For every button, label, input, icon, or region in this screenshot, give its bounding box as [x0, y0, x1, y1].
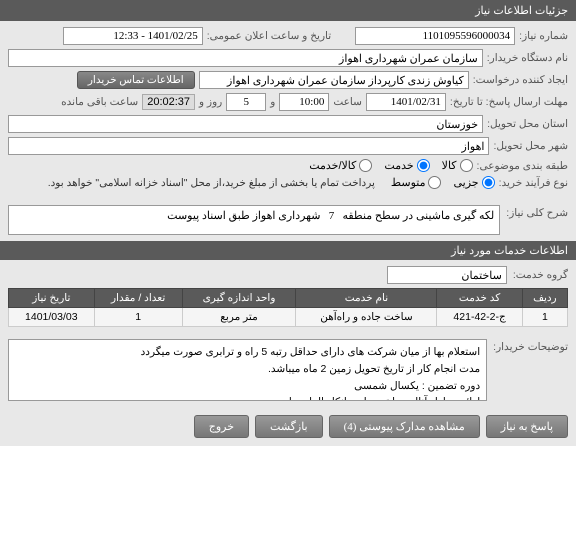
description-textarea[interactable] — [8, 205, 500, 235]
radio-goods-service[interactable]: کالا/خدمت — [309, 159, 372, 172]
service-group-label: گروه خدمت: — [513, 269, 568, 281]
td-qty: 1 — [94, 308, 182, 327]
service-group-row: گروه خدمت: — [8, 266, 568, 284]
footer-buttons: پاسخ به نیاز مشاهده مدارک پیوستی (4) باز… — [0, 407, 576, 446]
row-description: شرح کلی نیاز: — [0, 199, 576, 241]
agreement-label: نوع فرآیند خرید: — [499, 177, 568, 189]
contact-button[interactable]: اطلاعات تماس خریدار — [77, 71, 195, 89]
services-table: ردیف کد خدمت نام خدمت واحد اندازه گیری ت… — [8, 288, 568, 327]
row-deadline: مهلت ارسال پاسخ: تا تاریخ: ساعت و روز و … — [8, 93, 568, 111]
radio-goods[interactable]: کالا — [442, 159, 473, 172]
radio-medium-label: متوسط — [391, 176, 426, 189]
and-label: و — [270, 96, 275, 108]
need-number-label: شماره نیاز: — [519, 30, 568, 42]
exit-button[interactable]: خروج — [194, 415, 249, 438]
requester-label: ایجاد کننده درخواست: — [473, 74, 568, 86]
td-name: ساخت جاده و راه‌آهن — [296, 308, 437, 327]
form-area: شماره نیاز: تاریخ و ساعت اعلان عمومی: نا… — [0, 21, 576, 199]
buyer-org-input[interactable] — [8, 49, 483, 67]
radio-partial[interactable]: جزیی — [453, 176, 494, 189]
time-label: ساعت — [333, 96, 362, 108]
city-input[interactable] — [8, 137, 489, 155]
th-code: کد خدمت — [437, 289, 522, 308]
agreement-radio-group: جزیی متوسط — [391, 176, 495, 189]
province-input[interactable] — [8, 115, 483, 133]
row-province: استان محل تحویل: — [8, 115, 568, 133]
row-category: طبقه بندی موضوعی: کالا خدمت کالا/خدمت — [8, 159, 568, 172]
buyer-notes-label: توضیحات خریدار: — [493, 339, 568, 401]
radio-service[interactable]: خدمت — [384, 159, 429, 172]
province-label: استان محل تحویل: — [487, 118, 568, 130]
description-label: شرح کلی نیاز: — [506, 205, 568, 219]
row-need-number: شماره نیاز: تاریخ و ساعت اعلان عمومی: — [8, 27, 568, 45]
buyer-notes-row: توضیحات خریدار: استعلام بها از میان شرکت… — [0, 333, 576, 407]
table-header-row: ردیف کد خدمت نام خدمت واحد اندازه گیری ت… — [9, 289, 568, 308]
panel-header: جزئیات اطلاعات نیاز — [0, 0, 576, 21]
radio-service-label: خدمت — [384, 159, 413, 172]
radio-medium[interactable]: متوسط — [391, 176, 442, 189]
th-name: نام خدمت — [296, 289, 437, 308]
respond-button[interactable]: پاسخ به نیاز — [486, 415, 568, 438]
city-label: شهر محل تحویل: — [493, 140, 568, 152]
td-index: 1 — [522, 308, 567, 327]
row-city: شهر محل تحویل: — [8, 137, 568, 155]
category-radio-group: کالا خدمت کالا/خدمت — [309, 159, 472, 172]
table-row[interactable]: 1 ج-2-42-421 ساخت جاده و راه‌آهن متر مرب… — [9, 308, 568, 327]
buyer-notes-box: استعلام بها از میان شرکت های دارای حداقل… — [8, 339, 487, 401]
th-unit: واحد اندازه گیری — [182, 289, 296, 308]
category-label: طبقه بندی موضوعی: — [477, 160, 568, 172]
days-input[interactable] — [226, 93, 266, 111]
td-date: 1401/03/03 — [9, 308, 95, 327]
th-index: ردیف — [522, 289, 567, 308]
radio-partial-label: جزیی — [453, 176, 478, 189]
service-group-input[interactable] — [387, 266, 507, 284]
th-qty: تعداد / مقدار — [94, 289, 182, 308]
payment-note: پرداخت تمام یا بخشی از مبلغ خرید،از محل … — [48, 177, 375, 189]
requester-input[interactable] — [199, 71, 469, 89]
deadline-date-input[interactable] — [366, 93, 446, 111]
th-date: تاریخ نیاز — [9, 289, 95, 308]
countdown: 20:02:37 — [142, 94, 195, 110]
radio-goods-label: کالا — [442, 159, 457, 172]
remaining-label: ساعت باقی مانده — [61, 96, 138, 108]
buyer-org-label: نام دستگاه خریدار: — [487, 52, 568, 64]
td-code: ج-2-42-421 — [437, 308, 522, 327]
attachments-button[interactable]: مشاهده مدارک پیوستی (4) — [329, 415, 480, 438]
announce-date-label: تاریخ و ساعت اعلان عمومی: — [207, 30, 331, 42]
day-label: روز و — [199, 96, 222, 108]
deadline-label: مهلت ارسال پاسخ: تا تاریخ: — [450, 96, 568, 108]
row-buyer-org: نام دستگاه خریدار: — [8, 49, 568, 67]
row-agreement: نوع فرآیند خرید: جزیی متوسط پرداخت تمام … — [8, 176, 568, 189]
radio-goods-service-label: کالا/خدمت — [309, 159, 356, 172]
td-unit: متر مربع — [182, 308, 296, 327]
back-button[interactable]: بازگشت — [255, 415, 323, 438]
announce-date-input[interactable] — [63, 27, 203, 45]
services-header: اطلاعات خدمات مورد نیاز — [0, 241, 576, 260]
need-number-input[interactable] — [355, 27, 515, 45]
row-requester: ایجاد کننده درخواست: اطلاعات تماس خریدار — [8, 71, 568, 89]
deadline-time-input[interactable] — [279, 93, 329, 111]
table-container: گروه خدمت: ردیف کد خدمت نام خدمت واحد ان… — [0, 260, 576, 333]
